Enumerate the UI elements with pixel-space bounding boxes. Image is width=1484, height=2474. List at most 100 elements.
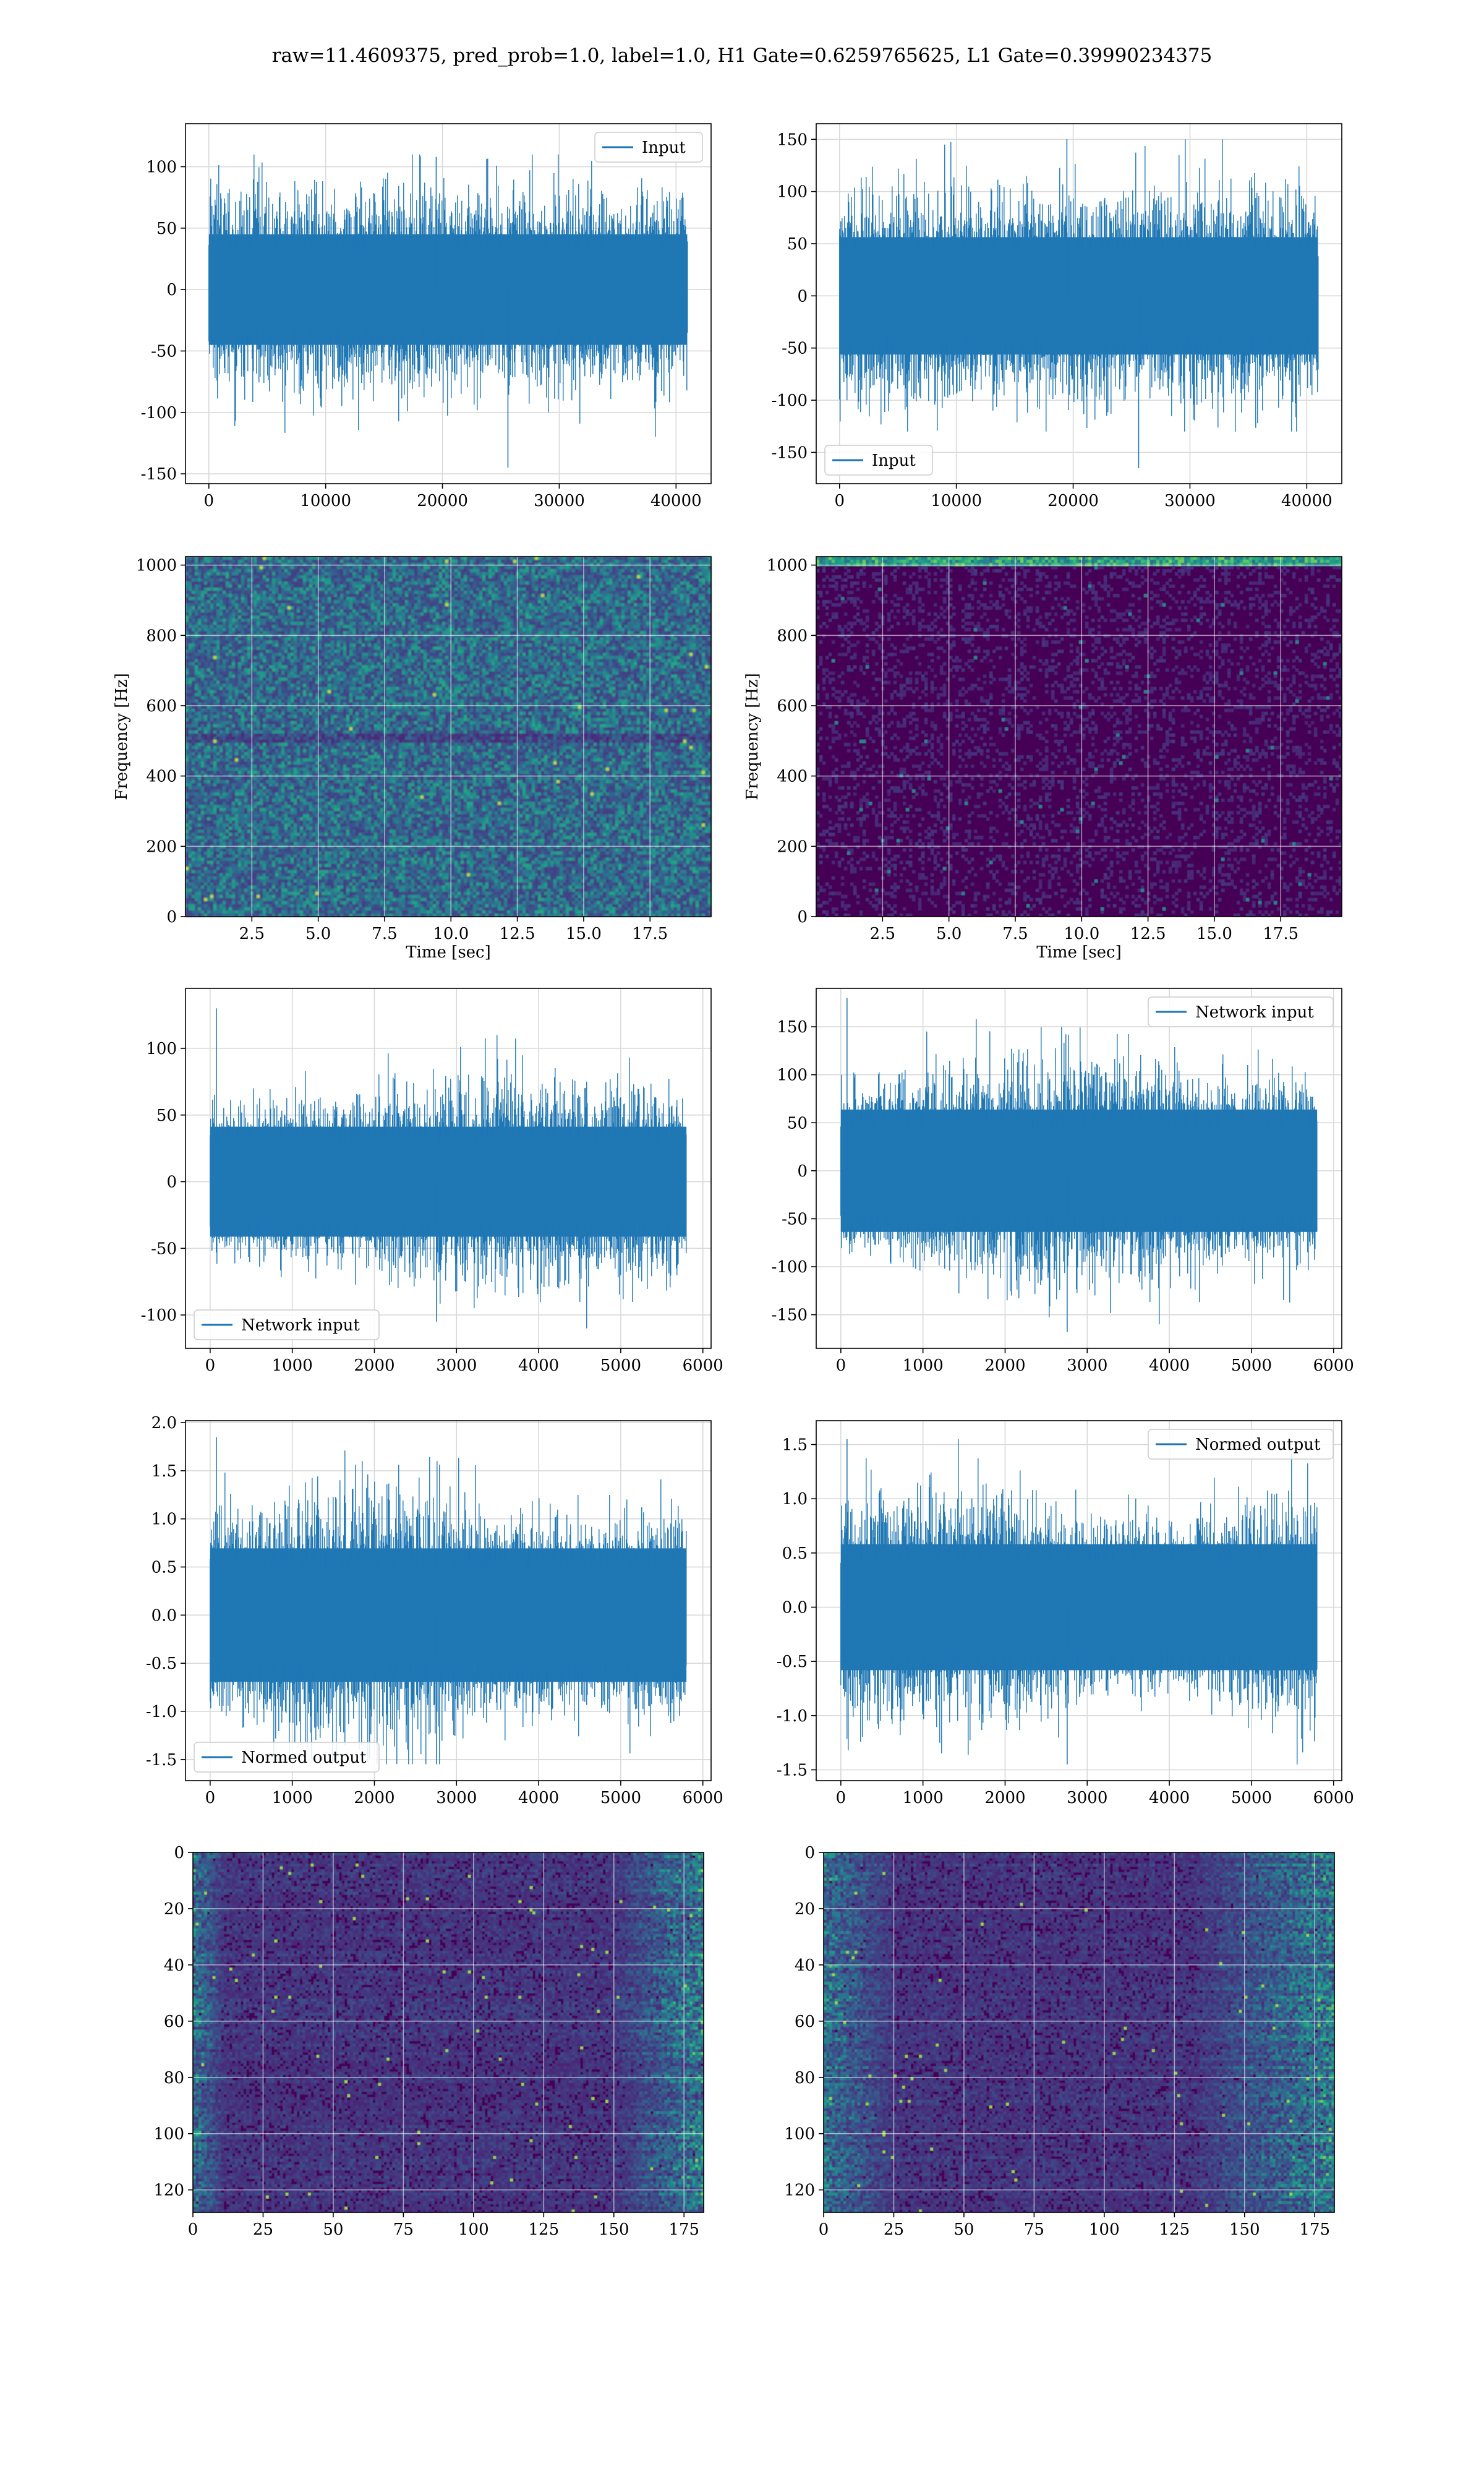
heatmap-cell [532,591,535,594]
heatmap-cell [479,581,482,584]
heatmap-cell [476,591,479,594]
heatmap-cell [547,566,550,569]
heatmap-cell [643,560,646,563]
heatmap-cell [195,584,198,588]
heatmap-cell [322,591,325,594]
heatmap-cell [495,557,498,560]
heatmap-cell [359,594,362,597]
heatmap-cell [513,591,516,594]
heatmap-cell [241,581,244,584]
heatmap-cell [260,569,263,572]
heatmap-cell [198,581,201,584]
heatmap-cell [485,578,488,581]
heatmap-cell [427,560,430,563]
heatmap-cell [674,591,677,594]
heatmap-cell [390,557,393,560]
heatmap-cell [186,569,189,572]
heatmap-cell [522,557,526,560]
heatmap-cell [492,575,495,578]
heatmap-cell [328,557,331,560]
heatmap-cell [284,563,288,566]
heatmap-cell [467,557,470,560]
heatmap-cell [424,572,427,575]
heatmap-cell [501,572,504,575]
heatmap-cell [352,560,356,563]
heatmap-cell [399,560,402,563]
heatmap-cell [640,584,643,588]
heatmap-cell [594,578,597,581]
heatmap-cell [458,575,461,578]
heatmap-cell [306,575,309,578]
heatmap-cell [476,566,479,569]
heatmap-cell [408,569,411,572]
heatmap-cell [516,588,519,591]
heatmap-cell [532,578,535,581]
heatmap-cell [427,557,430,560]
heatmap-cell [300,584,303,588]
heatmap-cell [476,560,479,563]
heatmap-cell [284,588,288,591]
heatmap-cell [309,560,312,563]
heatmap-cell [223,594,226,597]
heatmap-cell [615,563,618,566]
heatmap-cell [696,569,699,572]
heatmap-cell [368,563,371,566]
heatmap-cell [204,563,207,566]
heatmap-cell [445,575,448,578]
heatmap-cell [705,572,708,575]
heatmap-cell [349,569,352,572]
heatmap-cell [597,566,600,569]
heatmap-cell [223,575,226,578]
heatmap-cell [600,572,603,575]
heatmap-cell [479,584,482,588]
heatmap-cell [337,588,340,591]
heatmap-cell [519,578,522,581]
heatmap-cell [652,569,655,572]
heatmap-cell [689,560,693,563]
heatmap-cell [693,581,696,584]
heatmap-cell [198,578,201,581]
heatmap-cell [325,584,328,588]
heatmap-cell [625,575,628,578]
heatmap-cell [609,563,612,566]
heatmap-cell [393,575,396,578]
heatmap-cell [680,557,683,560]
y-tick-label: -100 [772,392,808,410]
heatmap-cell [451,557,454,560]
heatmap-cell [476,575,479,578]
heatmap-cell [637,572,640,575]
heatmap-cell [349,572,352,575]
heatmap-cell [424,575,427,578]
heatmap-cell [560,557,563,560]
heatmap-cell [198,572,201,575]
heatmap-cell [569,557,572,560]
heatmap-cell [637,560,640,563]
heatmap-cell [207,584,210,588]
heatmap-cell [560,581,563,584]
heatmap-cell [655,563,659,566]
heatmap-cell [693,557,696,560]
heatmap-cell [683,557,686,560]
heatmap-cell [458,588,461,591]
heatmap-cell [621,566,625,569]
heatmap-cell [343,591,346,594]
heatmap-cell [467,575,470,578]
heatmap-cell [556,566,560,569]
heatmap-cell [241,563,244,566]
heatmap-cell [442,557,445,560]
heatmap-cell [300,591,303,594]
heatmap-cell [461,572,464,575]
heatmap-cell [541,581,544,584]
heatmap-cell [312,563,315,566]
heatmap-cell [597,591,600,594]
heatmap-cell [659,569,662,572]
heatmap-cell [297,560,300,563]
heatmap-cell [220,588,223,591]
heatmap-cell [535,563,538,566]
heatmap-cell [411,584,414,588]
heatmap-cell [479,563,482,566]
heatmap-cell [247,569,250,572]
heatmap-cell [229,575,232,578]
heatmap-cell [522,578,526,581]
heatmap-cell [207,578,210,581]
